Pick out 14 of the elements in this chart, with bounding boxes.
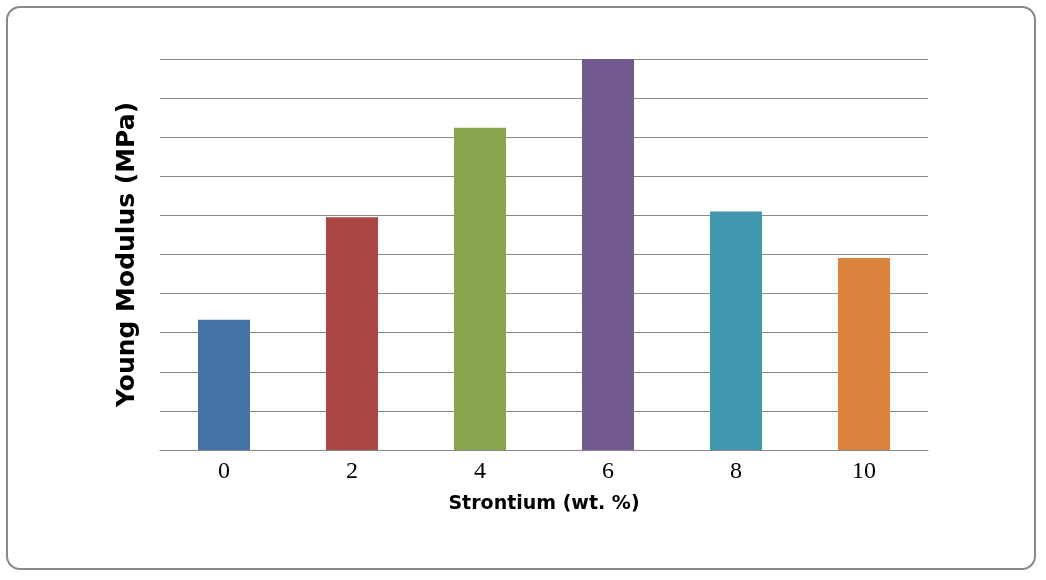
bar: [454, 127, 506, 450]
x-tick-label: 6: [602, 457, 614, 483]
x-axis-title: Strontium (wt. %): [448, 490, 640, 513]
bar: [710, 211, 762, 450]
bar: [582, 59, 634, 450]
x-tick-label: 0: [218, 457, 230, 483]
bar: [326, 217, 378, 450]
x-tick-label: 2: [346, 457, 358, 483]
x-tick-label: 8: [730, 457, 742, 483]
x-tick-label: 4: [474, 457, 486, 483]
bar: [198, 319, 250, 450]
x-tick-label: 10: [852, 457, 876, 483]
y-axis-title: Young Modulus (MPa): [111, 101, 140, 409]
bar: [838, 258, 890, 450]
